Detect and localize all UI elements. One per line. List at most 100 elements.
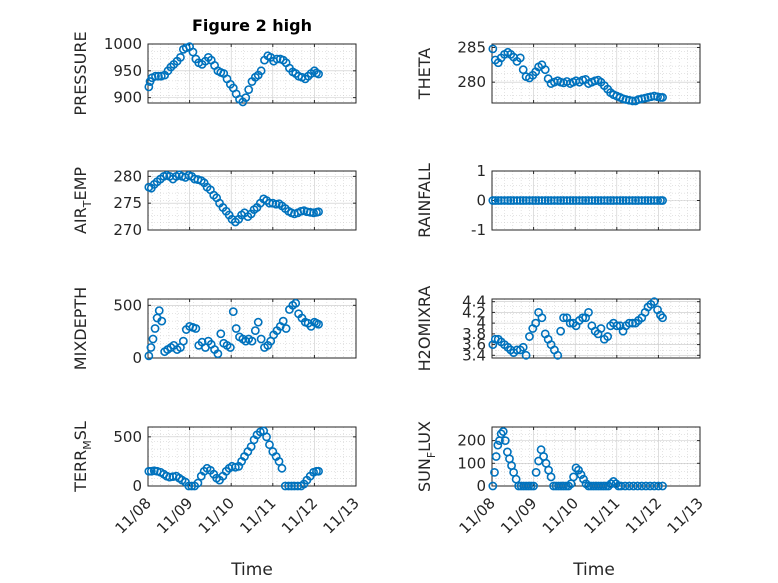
- data-point: [314, 466, 323, 476]
- data-point: [578, 196, 588, 205]
- y-tick-label: 900: [113, 89, 142, 107]
- y-axis-label: SUNFLUX: [415, 421, 438, 492]
- y-tick-label: 1: [476, 162, 486, 180]
- data-point: [553, 196, 563, 205]
- data-point: [176, 53, 185, 62]
- y-tick-label: 950: [113, 62, 142, 80]
- y-axis-label: AIRTEMP: [71, 167, 94, 234]
- data-point: [624, 196, 634, 205]
- data-point: [603, 196, 613, 205]
- data-point: [500, 196, 509, 205]
- y-axis-label: MIXDEPTH: [71, 287, 90, 370]
- y-tick-label: 0: [132, 349, 142, 367]
- data-point: [151, 71, 160, 81]
- data-point: [191, 324, 201, 333]
- x-axis-label-left: Time: [230, 560, 273, 580]
- panel-0: 900 950 1000 PRESSURE: [71, 31, 357, 116]
- data-point: [488, 44, 498, 54]
- y-tick-label: 4.2: [462, 303, 486, 321]
- data-point: [314, 319, 323, 329]
- data-point: [314, 69, 323, 79]
- data-point: [606, 479, 616, 489]
- data-point: [569, 472, 578, 482]
- data-point: [584, 308, 593, 317]
- data-point: [581, 196, 590, 205]
- data-point: [150, 324, 160, 333]
- data-point: [518, 196, 528, 205]
- y-axis-label: H2OMIXRA: [415, 286, 434, 372]
- data-point: [244, 85, 254, 94]
- y-label-main: AIR: [71, 207, 90, 234]
- y-tick-label: 500: [113, 428, 142, 446]
- data-point: [540, 65, 550, 75]
- y-label-main: TERR: [71, 450, 90, 493]
- data-point: [587, 196, 597, 205]
- y-tick-label: 3.6: [462, 336, 486, 354]
- data-point: [525, 196, 534, 205]
- data-point: [571, 463, 581, 473]
- figure-title: Figure 2 high: [192, 16, 312, 35]
- data-point: [262, 432, 271, 442]
- data-point: [280, 481, 290, 491]
- data-point: [515, 53, 525, 63]
- data-point: [609, 477, 618, 486]
- data-point: [537, 313, 547, 323]
- data-point: [500, 436, 510, 446]
- data-point: [184, 481, 194, 491]
- data-point: [568, 196, 578, 205]
- data-point: [153, 71, 163, 81]
- data-point: [272, 54, 282, 64]
- data-point: [284, 481, 294, 491]
- y-label-main: SUN: [415, 458, 434, 492]
- y-tick-label: 1000: [104, 35, 142, 53]
- panel-3: -1 0 1 RAINFALL: [415, 162, 701, 239]
- data-point: [581, 479, 591, 489]
- y-axis-label: RAINFALL: [415, 163, 434, 238]
- data-point: [649, 196, 659, 205]
- axes-box: [491, 43, 701, 104]
- x-tick-label: 11/10: [539, 494, 582, 537]
- data-point: [643, 196, 653, 205]
- data-point: [498, 427, 508, 436]
- data-point: [641, 481, 651, 491]
- y-tick-label: 3.8: [462, 325, 486, 343]
- x-tick-label: 11/10: [195, 494, 238, 537]
- data-point: [556, 326, 566, 336]
- data-point: [531, 467, 541, 477]
- x-tick-label: 11/13: [664, 494, 707, 537]
- data-point: [628, 96, 638, 106]
- data-point: [148, 334, 158, 344]
- data-point: [612, 321, 622, 331]
- y-tick-label: 500: [113, 296, 142, 314]
- data-point: [599, 196, 609, 205]
- data-point: [593, 196, 603, 205]
- data-point: [491, 452, 501, 461]
- data-point: [574, 465, 583, 475]
- data-point: [518, 342, 528, 352]
- panel-5: 3.43.63.844.24.4 H2OMIXRA: [415, 286, 701, 372]
- data-point: [649, 481, 659, 491]
- data-point: [506, 196, 516, 205]
- data-point: [521, 350, 531, 360]
- y-tick-label: -1: [471, 221, 486, 239]
- data-point: [146, 343, 156, 352]
- data-point: [515, 196, 525, 205]
- x-tick-label: 11/08: [112, 494, 155, 537]
- data-point: [247, 336, 257, 346]
- data-point: [490, 196, 500, 205]
- data-point: [629, 481, 638, 491]
- axes-box: [147, 426, 357, 487]
- y-label-subscript: F: [425, 452, 438, 458]
- data-point: [225, 343, 235, 352]
- data-point: [590, 196, 600, 205]
- data-point: [624, 481, 634, 491]
- data-point: [281, 324, 291, 333]
- data-point: [576, 470, 586, 480]
- data-point: [574, 196, 584, 205]
- data-point: [305, 207, 315, 217]
- data-point: [616, 481, 626, 491]
- y-tick-label: 280: [113, 167, 142, 185]
- y-label-rest: EMP: [71, 167, 90, 201]
- data-point: [658, 313, 667, 323]
